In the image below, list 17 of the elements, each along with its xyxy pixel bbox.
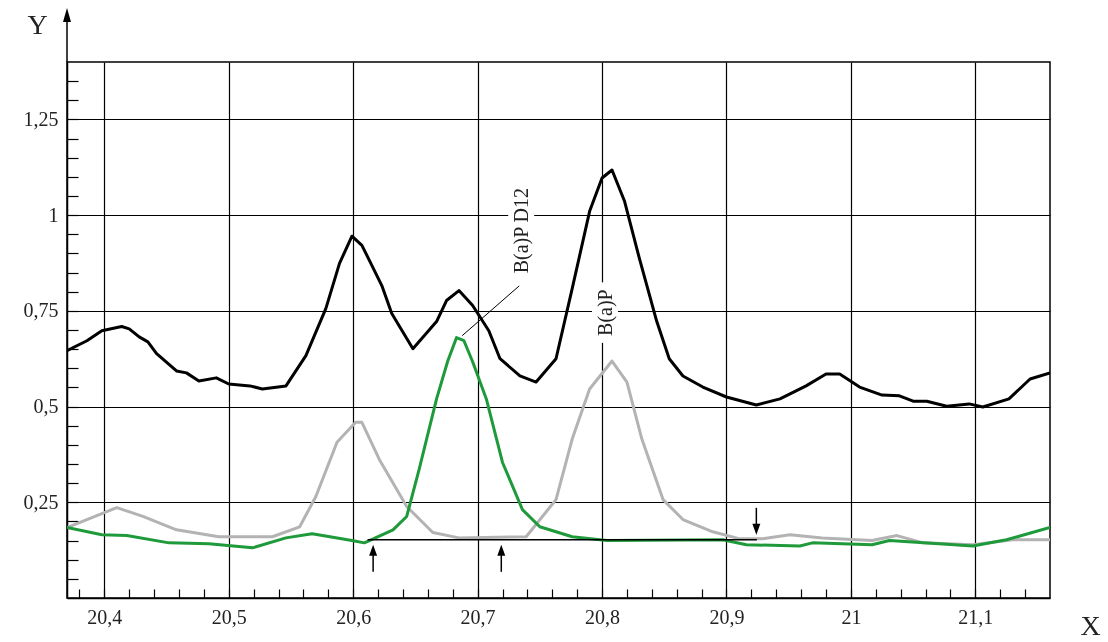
x-tick-label: 20,7 <box>460 605 496 628</box>
annotation: B(a)P D12 <box>510 187 534 274</box>
x-tick-label: 20,4 <box>87 605 123 628</box>
x-tick-label: 20,9 <box>709 605 745 628</box>
x-tick-label: 21 <box>841 605 862 628</box>
y-tick-label: 0,25 <box>23 490 59 513</box>
annotation: B(a)P <box>594 289 618 336</box>
x-tick-label: 20,8 <box>585 605 621 628</box>
x-tick-label: 20,6 <box>336 605 372 628</box>
y-tick-label: 1 <box>48 203 59 226</box>
y-tick-label: 0,75 <box>23 299 59 322</box>
y-axis-title: Y <box>27 8 48 40</box>
x-tick-label: 20,5 <box>211 605 247 628</box>
y-tick-label: 0,5 <box>33 395 59 418</box>
x-tick-label: 21,1 <box>958 605 994 628</box>
x-axis-title: X <box>1080 609 1101 641</box>
y-tick-label: 1,25 <box>23 107 59 130</box>
